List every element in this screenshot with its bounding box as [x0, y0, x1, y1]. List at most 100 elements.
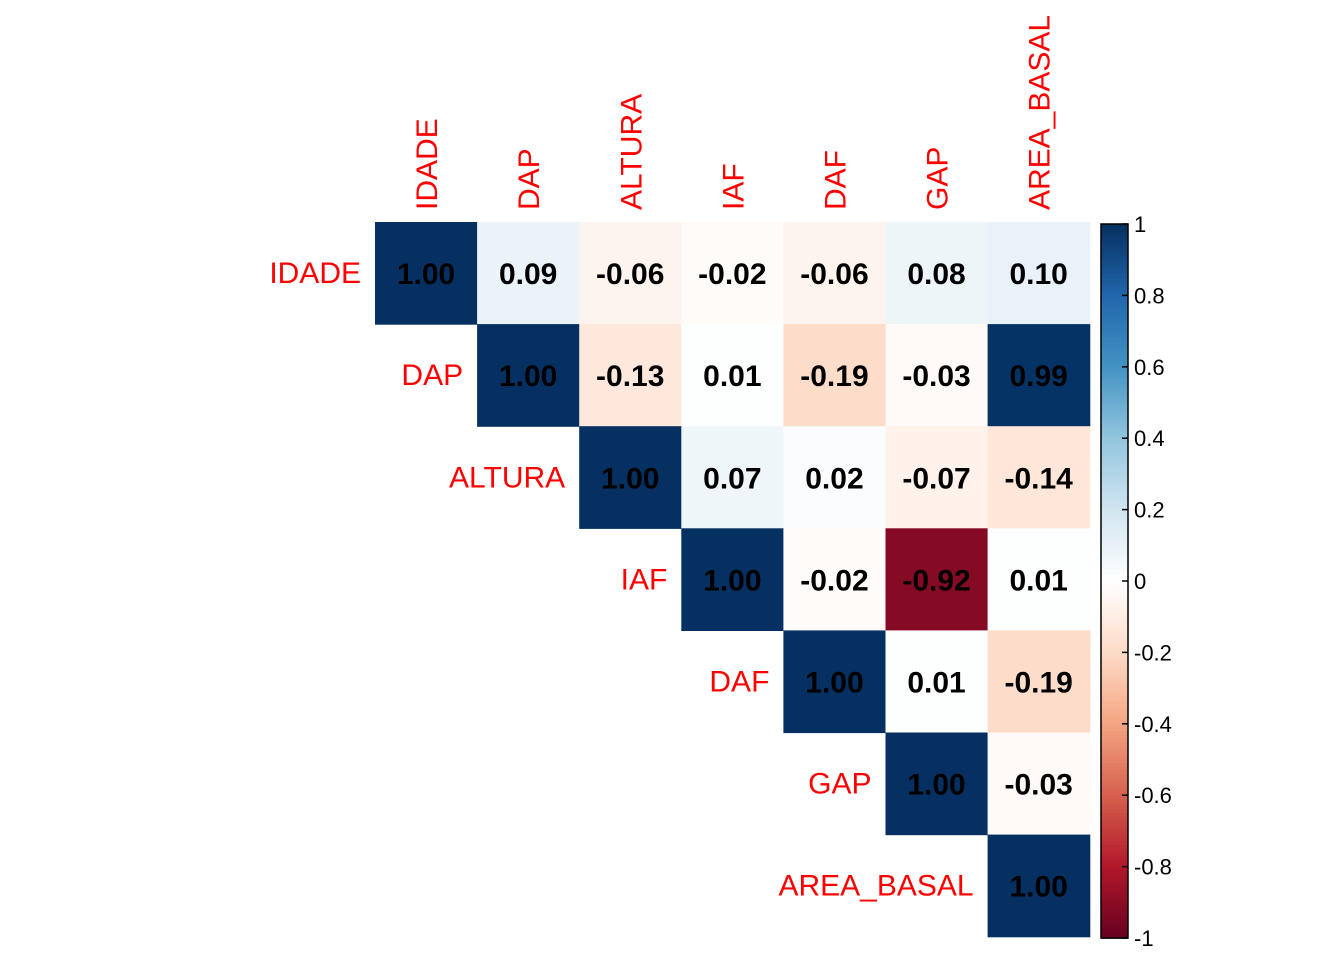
colorbar-segment [1101, 641, 1128, 647]
colorbar-segment [1101, 752, 1128, 757]
colorbar-segment [1101, 284, 1128, 290]
colorbar-segment [1101, 766, 1128, 772]
colorbar-segment [1101, 516, 1128, 522]
colorbar-segment [1101, 688, 1128, 693]
colorbar-segment [1101, 795, 1128, 800]
colorbar-segment [1101, 413, 1128, 418]
colorbar-segment [1101, 673, 1128, 679]
row-label: IDADE [269, 257, 361, 290]
colorbar-segment [1101, 680, 1128, 686]
colorbar-segment [1101, 388, 1128, 393]
heatmap-cell-dap-area_basal [987, 324, 1091, 427]
colorbar-segment [1101, 905, 1128, 911]
cell-value: 1.00 [1009, 871, 1067, 904]
colorbar-segment [1101, 381, 1128, 386]
cell-value: -0.92 [902, 564, 970, 597]
cell-value: 0.01 [703, 360, 761, 393]
colorbar-segment [1101, 720, 1128, 725]
colorbar-segment [1101, 302, 1128, 307]
cell-value: -0.13 [596, 360, 664, 393]
colorbar-segment [1101, 877, 1128, 882]
colorbar-segment [1101, 695, 1128, 700]
cell-value: 1.00 [499, 360, 557, 393]
colorbar-segment [1101, 770, 1128, 775]
colorbar-segment [1101, 298, 1128, 304]
colorbar-segment [1101, 888, 1128, 893]
heatmap-cell-idade-iaf [681, 222, 784, 325]
colorbar-segment [1101, 655, 1128, 661]
colorbar-tick-label: 0.2 [1134, 498, 1165, 523]
cell-value: 0.01 [1009, 564, 1067, 597]
colorbar-segment [1101, 577, 1128, 582]
colorbar-segment [1101, 552, 1128, 557]
colorbar-segment [1101, 541, 1128, 547]
cell-value: -0.02 [698, 258, 766, 291]
colorbar-tick-label: 0.8 [1134, 283, 1165, 308]
colorbar-segment [1101, 702, 1128, 707]
colorbar-segment [1101, 820, 1128, 825]
colorbar-segment [1101, 663, 1128, 668]
colorbar-segment [1101, 227, 1128, 232]
colorbar-segment [1101, 741, 1128, 747]
cell-value: 1.00 [601, 462, 659, 495]
colorbar-segment [1101, 559, 1128, 564]
colorbar-segment [1101, 281, 1128, 286]
colorbar-segment [1101, 456, 1128, 461]
colorbar-segment [1101, 445, 1128, 450]
colorbar-segment [1101, 777, 1128, 782]
colorbar-segment [1101, 616, 1128, 622]
colorbar-segment [1101, 252, 1128, 257]
colorbar-segment [1101, 345, 1128, 350]
colorbar-segment [1101, 481, 1128, 486]
colorbar-segment [1101, 734, 1128, 739]
heatmap-cell-iaf-daf [783, 528, 887, 631]
colorbar-segment [1101, 798, 1128, 804]
colorbar-segment [1101, 859, 1128, 864]
row-label: ALTURA [449, 461, 565, 494]
colorbar-segment [1101, 841, 1128, 846]
colorbar-segment [1101, 377, 1128, 382]
cell-value: -0.14 [1004, 462, 1073, 495]
cell-value: 0.01 [907, 666, 965, 699]
colorbar-segment [1101, 538, 1128, 543]
heatmap-cell-gap-area_basal [987, 732, 1091, 836]
colorbar-segment [1101, 341, 1128, 347]
colorbar-segment [1101, 588, 1128, 593]
colorbar-segment [1101, 473, 1128, 479]
cell-value: 0.08 [907, 258, 965, 291]
heatmap-cell-idade-idade [375, 222, 478, 325]
cell-value: 1.00 [907, 769, 965, 802]
colorbar-segment [1101, 245, 1128, 250]
colorbar-segment [1101, 648, 1128, 654]
colorbar-segment [1101, 513, 1128, 518]
colorbar-tick-label: 1 [1134, 212, 1146, 237]
colorbar-segment [1101, 566, 1128, 572]
colorbar-segment [1101, 880, 1128, 886]
colorbar-segment [1101, 527, 1128, 532]
colorbar-segment [1101, 338, 1128, 343]
colorbar-segment [1101, 705, 1128, 711]
colorbar-segment [1101, 466, 1128, 472]
heatmap-cell-daf-gap [885, 630, 989, 734]
colorbar-segment [1101, 873, 1128, 879]
colorbar-segment [1101, 584, 1128, 589]
colorbar-segment [1101, 902, 1128, 907]
colorbar-segment [1101, 709, 1128, 714]
cell-value: -0.03 [1004, 769, 1072, 802]
colorbar-segment [1101, 816, 1128, 821]
colorbar-segment [1101, 366, 1128, 372]
colorbar-tick-label: 0.4 [1134, 426, 1165, 451]
row-label: GAP [808, 768, 871, 801]
colorbar-segment [1101, 638, 1128, 643]
colorbar-tick-label: 0.6 [1134, 355, 1165, 380]
column-label: AREA_BASAL [1024, 15, 1057, 210]
colorbar-segment [1101, 224, 1128, 229]
colorbar-segment [1101, 556, 1128, 561]
colorbar-segment [1101, 759, 1128, 764]
colorbar-segment [1101, 484, 1128, 489]
colorbar-segment [1101, 805, 1128, 811]
colorbar-segment [1101, 306, 1128, 311]
colorbar-segment [1101, 863, 1128, 868]
cell-value: -0.03 [902, 360, 970, 393]
